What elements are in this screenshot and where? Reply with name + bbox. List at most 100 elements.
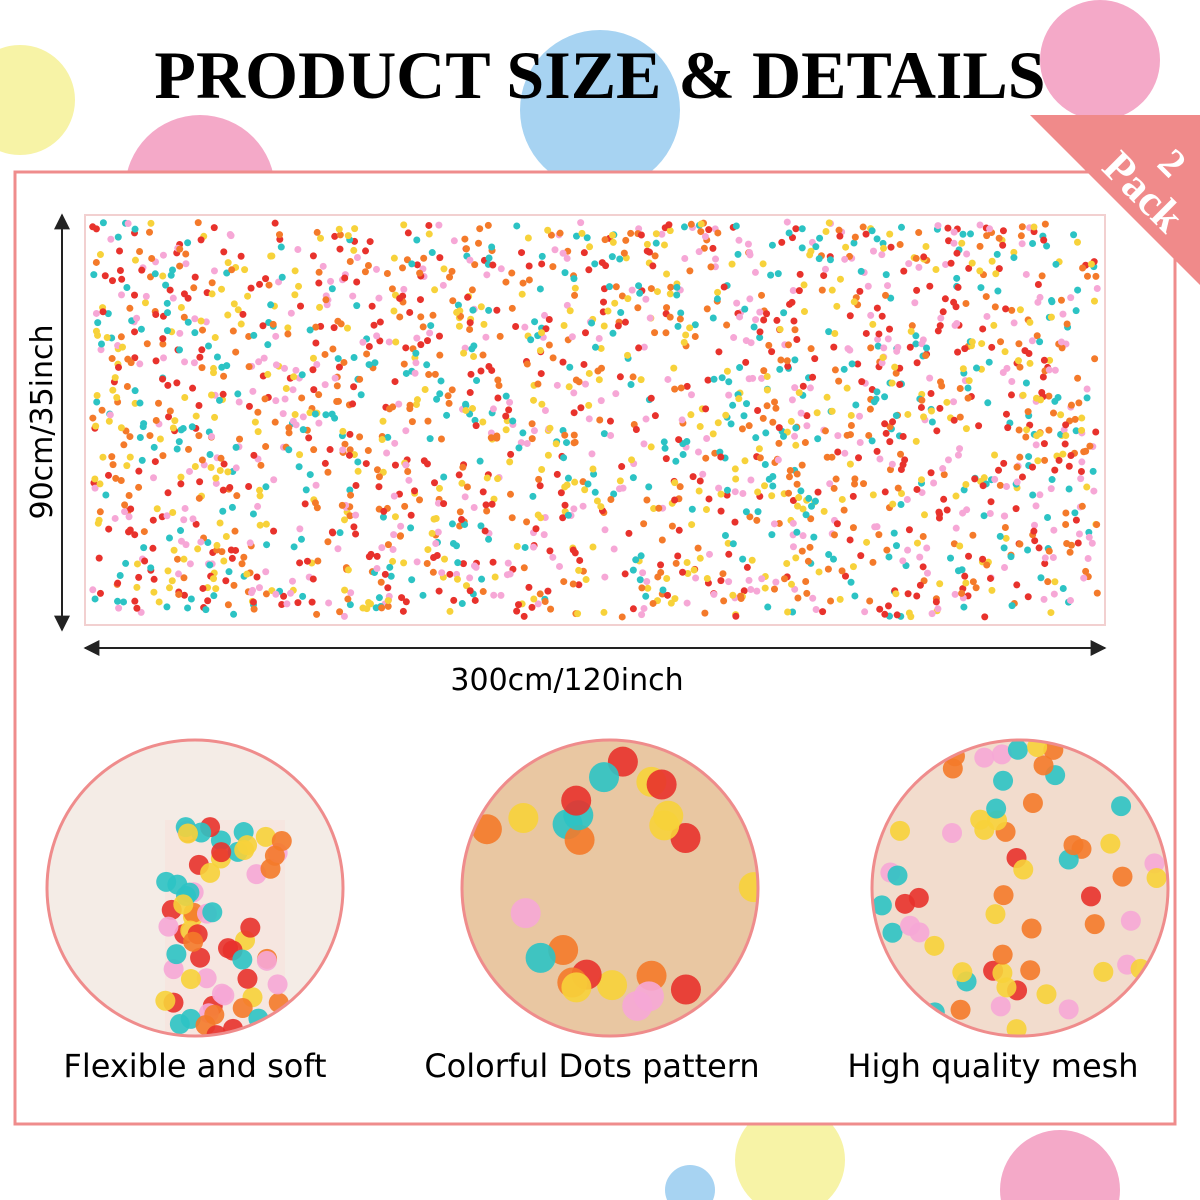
dot (671, 496, 679, 504)
dot (809, 594, 817, 602)
dot (206, 451, 214, 459)
dot (176, 262, 184, 270)
dot (733, 299, 741, 307)
dot (589, 543, 597, 551)
dot (996, 481, 1004, 489)
dot (275, 278, 283, 286)
dot (471, 416, 479, 424)
dot (126, 453, 134, 461)
dot (662, 455, 670, 463)
dot (538, 252, 546, 260)
dot (118, 343, 126, 351)
dot (647, 443, 655, 451)
dot (102, 491, 110, 499)
dot (1093, 284, 1101, 292)
dot (106, 411, 114, 419)
dot (675, 436, 683, 444)
dot (869, 320, 877, 328)
dot (743, 563, 751, 571)
dot (538, 329, 546, 337)
dot (125, 513, 133, 521)
dot (391, 378, 399, 386)
dot (564, 511, 572, 519)
dot (878, 359, 886, 367)
dot (732, 222, 740, 230)
dot (774, 456, 782, 464)
dot (642, 295, 650, 303)
dot (506, 490, 514, 498)
dot (888, 379, 896, 387)
dot (510, 898, 541, 929)
dot (822, 228, 830, 236)
dot (563, 301, 571, 309)
dot (745, 422, 753, 430)
dot (398, 594, 406, 602)
dot (697, 220, 705, 228)
dot (792, 554, 800, 562)
dot (375, 483, 383, 491)
dot (159, 335, 167, 343)
dot (384, 597, 392, 605)
dot (846, 346, 854, 354)
dot (536, 285, 544, 293)
dot (851, 480, 859, 488)
dot (759, 414, 767, 422)
dot (249, 387, 257, 395)
dot (136, 248, 144, 256)
dot (462, 406, 470, 414)
dot (1071, 415, 1079, 423)
dot (932, 266, 940, 274)
dot (423, 361, 431, 369)
dot (852, 401, 860, 409)
dot (764, 603, 772, 611)
dot (199, 326, 207, 334)
dot (911, 299, 919, 307)
dot (825, 328, 833, 336)
dot (133, 314, 141, 322)
dot (952, 524, 960, 532)
dot (319, 262, 327, 270)
dot (461, 493, 469, 501)
dot (479, 351, 487, 359)
dot (375, 294, 383, 302)
dot (232, 998, 253, 1019)
dot (653, 288, 661, 296)
dot (204, 597, 212, 605)
dot (314, 557, 322, 565)
dot (208, 279, 216, 287)
dot (222, 532, 230, 540)
dot (267, 301, 275, 309)
dot (725, 378, 733, 386)
dot (879, 354, 887, 362)
dot (671, 479, 679, 487)
dot (364, 262, 372, 270)
dot (363, 350, 371, 358)
dot (344, 566, 352, 574)
dot (346, 258, 354, 266)
dot (899, 433, 907, 441)
dot (625, 529, 633, 537)
dot (937, 314, 945, 322)
dot (96, 589, 104, 597)
dot (168, 577, 176, 585)
dot (108, 355, 116, 363)
dot (1020, 960, 1041, 981)
dot (113, 394, 121, 402)
dot (159, 340, 167, 348)
dot (1048, 297, 1056, 305)
dot (979, 482, 987, 490)
dot (104, 310, 112, 318)
dot (1022, 433, 1030, 441)
dot (243, 570, 251, 578)
dot (1074, 539, 1082, 547)
dot (683, 599, 691, 607)
dot (225, 568, 233, 576)
dot (722, 411, 730, 419)
dot (1017, 232, 1025, 240)
dot (454, 559, 462, 567)
dot (495, 382, 503, 390)
dot (91, 484, 99, 492)
dot (210, 364, 218, 372)
dot (466, 389, 474, 397)
dot (285, 429, 293, 437)
